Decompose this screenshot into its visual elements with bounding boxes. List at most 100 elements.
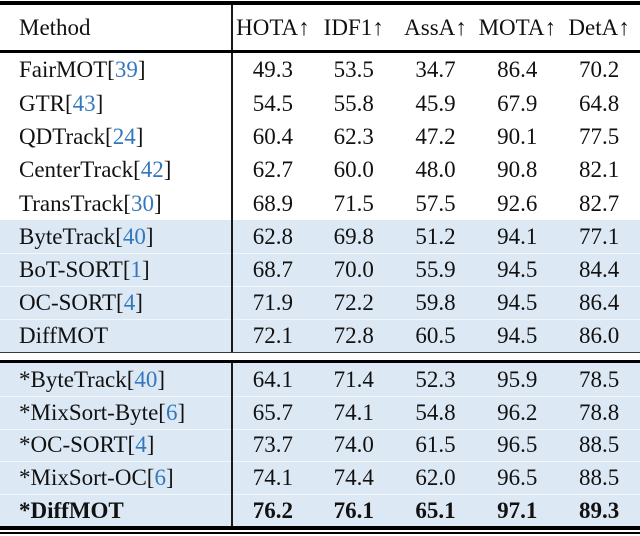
citation-number[interactable]: 24 xyxy=(112,123,136,149)
method-cell: OC-SORT[4] xyxy=(0,286,231,319)
citation-number[interactable]: 42 xyxy=(140,157,164,183)
table-row: *OC-SORT[4] 73.7 74.0 61.5 96.5 88.5 xyxy=(0,428,640,462)
metric-value: 72.1 xyxy=(231,318,313,352)
table-rule-bottom-gap xyxy=(0,529,640,533)
table-rule-top xyxy=(0,1,640,5)
citation-number[interactable]: 43 xyxy=(72,90,96,116)
method-cell: TransTrack[30] xyxy=(0,187,231,220)
citation-number[interactable]: 40 xyxy=(134,367,158,393)
table-row: *DiffMOT 76.2 76.1 65.1 97.1 89.3 xyxy=(0,493,640,527)
method-cell: QDTrack[24] xyxy=(0,120,231,153)
citation-close-bracket: ] xyxy=(154,190,162,216)
metric-value: 60.0 xyxy=(333,157,374,183)
citation-close-bracket: ] xyxy=(165,465,174,491)
citation-number[interactable]: 4 xyxy=(135,432,147,458)
citation-close-bracket: ] xyxy=(95,90,104,116)
header-col-mota: MOTA↑ xyxy=(478,14,556,40)
metric-value: 53.5 xyxy=(333,57,374,83)
metric-value: 68.7 xyxy=(231,252,313,286)
header-col-assa: AssA↑ xyxy=(404,14,467,40)
method-name: BoT-SORT[ xyxy=(19,256,131,282)
citation-number[interactable]: 6 xyxy=(154,465,166,491)
metric-value: 71.4 xyxy=(333,367,374,393)
table-row: FairMOT[39] 49.3 53.5 34.7 86.4 70.2 xyxy=(0,53,640,87)
citation-close-bracket: ] xyxy=(137,57,146,83)
metric-value: 67.9 xyxy=(497,90,538,116)
citation-close-bracket: ] xyxy=(145,223,154,249)
citation-number[interactable]: 40 xyxy=(122,223,146,249)
citation-close-bracket: ] xyxy=(146,432,155,458)
metric-value: 89.3 xyxy=(578,497,620,523)
method-cell: GTR[43] xyxy=(0,86,231,119)
citation-number[interactable]: 30 xyxy=(131,190,155,216)
method-cell: DiffMOT xyxy=(0,319,231,352)
metric-value: 55.9 xyxy=(415,256,456,282)
citation-number[interactable]: 4 xyxy=(123,289,136,315)
metric-value: 74.4 xyxy=(333,465,374,491)
metric-value: 64.8 xyxy=(578,90,620,116)
metric-value: 45.9 xyxy=(415,90,456,116)
metric-value: 78.8 xyxy=(578,399,620,425)
metric-value: 72.2 xyxy=(333,289,374,315)
metric-value: 74.0 xyxy=(333,432,374,458)
metric-value: 73.7 xyxy=(231,428,313,462)
metric-value: 94.5 xyxy=(497,256,538,282)
metric-value: 94.5 xyxy=(497,322,538,348)
metric-value: 48.0 xyxy=(415,157,456,183)
metric-value: 74.1 xyxy=(231,461,313,494)
metric-value: 97.1 xyxy=(497,497,538,523)
metric-value: 49.3 xyxy=(231,53,313,87)
section-1: FairMOT[39] 49.3 53.5 34.7 86.4 70.2 GTR[43] 54… xyxy=(0,53,640,220)
metric-value: 76.1 xyxy=(333,497,374,523)
metric-value: 82.1 xyxy=(578,157,620,183)
metric-value: 64.1 xyxy=(231,363,313,397)
table-row: OC-SORT[4] 71.9 72.2 59.8 94.5 86.4 xyxy=(0,285,640,319)
metric-value: 65.7 xyxy=(231,396,313,429)
metric-value: 94.5 xyxy=(497,289,538,315)
metric-value: 54.5 xyxy=(231,86,313,120)
metric-value: 59.8 xyxy=(415,289,456,315)
citation-number[interactable]: 1 xyxy=(130,256,143,282)
citation-number[interactable]: 39 xyxy=(114,57,138,83)
table-row: GTR[43] 54.5 55.8 45.9 67.9 64.8 xyxy=(0,86,640,120)
method-name: *MixSort-OC[ xyxy=(19,465,155,491)
citation-close-bracket: ] xyxy=(142,256,150,282)
metric-value: 61.5 xyxy=(415,432,456,458)
metric-value: 60.4 xyxy=(231,119,313,154)
metric-value: 54.8 xyxy=(415,399,456,425)
method-name: *MixSort-Byte[ xyxy=(19,399,166,425)
section-divider-thin-rule xyxy=(0,351,640,353)
metric-value: 78.5 xyxy=(578,367,620,393)
table-row: BoT-SORT[1] 68.7 70.0 55.9 94.5 84.4 xyxy=(0,252,640,286)
citation-close-bracket: ] xyxy=(135,123,144,149)
method-cell: *MixSort-OC[6] xyxy=(0,461,231,494)
metric-value: 90.1 xyxy=(497,123,538,149)
method-name: TransTrack[ xyxy=(19,190,132,216)
metric-value: 62.3 xyxy=(333,123,374,149)
metric-value: 70.2 xyxy=(578,57,620,83)
metric-value: 86.4 xyxy=(578,289,620,315)
metric-value: 55.8 xyxy=(333,90,374,116)
table-row: *ByteTrack[40] 64.1 71.4 52.3 95.9 78.5 xyxy=(0,363,640,397)
method-name: CenterTrack[ xyxy=(19,157,141,183)
metric-value: 92.6 xyxy=(497,190,538,216)
metric-value: 84.4 xyxy=(578,256,620,282)
metric-value: 90.8 xyxy=(497,157,538,183)
method-cell: *DiffMOT xyxy=(0,494,231,527)
citation-number[interactable]: 6 xyxy=(165,399,178,425)
metric-value: 96.5 xyxy=(497,465,538,491)
table-row: ByteTrack[40] 62.8 69.8 51.2 94.1 77.1 xyxy=(0,219,640,253)
table-row: *MixSort-OC[6] 74.1 74.4 62.0 96.5 88.5 xyxy=(0,461,640,494)
method-name: ByteTrack[ xyxy=(19,223,123,249)
metric-value: 72.8 xyxy=(333,322,374,348)
section-divider-thick-rule xyxy=(0,359,640,364)
table-rule-bottom-thin xyxy=(0,532,640,534)
method-cell: BoT-SORT[1] xyxy=(0,253,231,286)
method-name: *OC-SORT[ xyxy=(19,432,136,458)
table-row: TransTrack[30] 68.9 71.5 57.5 92.6 82.7 xyxy=(0,186,640,220)
method-cell: *ByteTrack[40] xyxy=(0,363,231,396)
method-cell: ByteTrack[40] xyxy=(0,220,231,253)
table-row: CenterTrack[42] 62.7 60.0 48.0 90.8 82.1 xyxy=(0,153,640,187)
metric-value: 52.3 xyxy=(415,367,456,393)
